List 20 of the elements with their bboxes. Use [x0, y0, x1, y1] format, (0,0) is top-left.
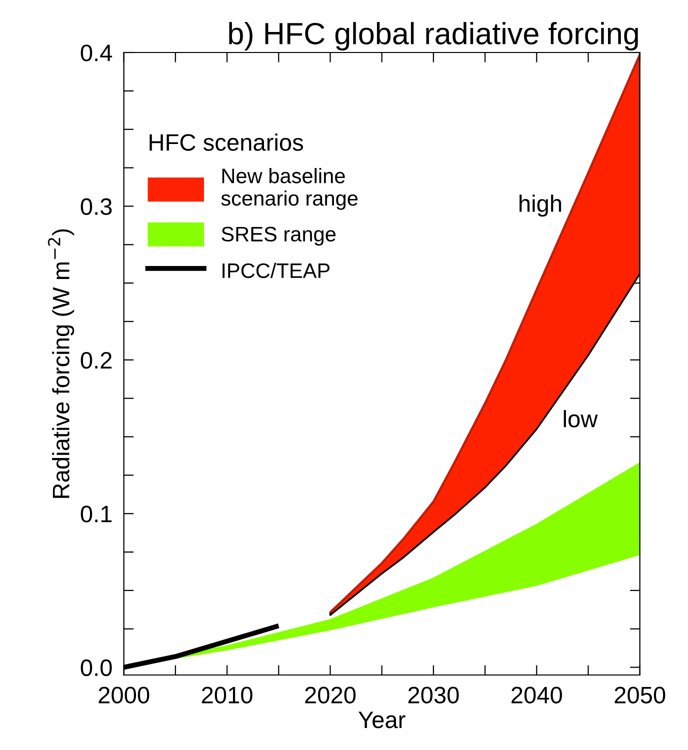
chart-title: b) HFC global radiative forcing: [229, 22, 638, 51]
x-tick-label: 2000: [98, 686, 150, 704]
x-tick-label: 2020: [305, 686, 356, 704]
annotation: low: [564, 410, 598, 428]
y-tick-label: 0.3: [80, 198, 112, 215]
x-tick-label: 2030: [408, 686, 459, 704]
y-tick-label: 0.2: [80, 352, 112, 369]
x-axis-title: Year: [358, 712, 406, 728]
y-axis-title: Radiative forcing (W m$^{−2}$): [48, 229, 74, 498]
y-tick-label: 0.0: [80, 659, 112, 676]
legend-label: SRES range: [222, 226, 336, 246]
y-tick-label: 0.1: [80, 506, 112, 522]
y-tick-label: 0.4: [80, 44, 112, 62]
x-tick-label: 2050: [614, 686, 666, 704]
x-tick-label: 2010: [202, 686, 252, 704]
legend-title: HFC scenarios: [150, 134, 304, 151]
legend-label: IPCC/TEAP: [222, 262, 330, 278]
x-tick-label: 2040: [512, 686, 562, 704]
legend-label: New baseline scenario range: [221, 168, 358, 210]
annotation: high: [520, 194, 562, 217]
